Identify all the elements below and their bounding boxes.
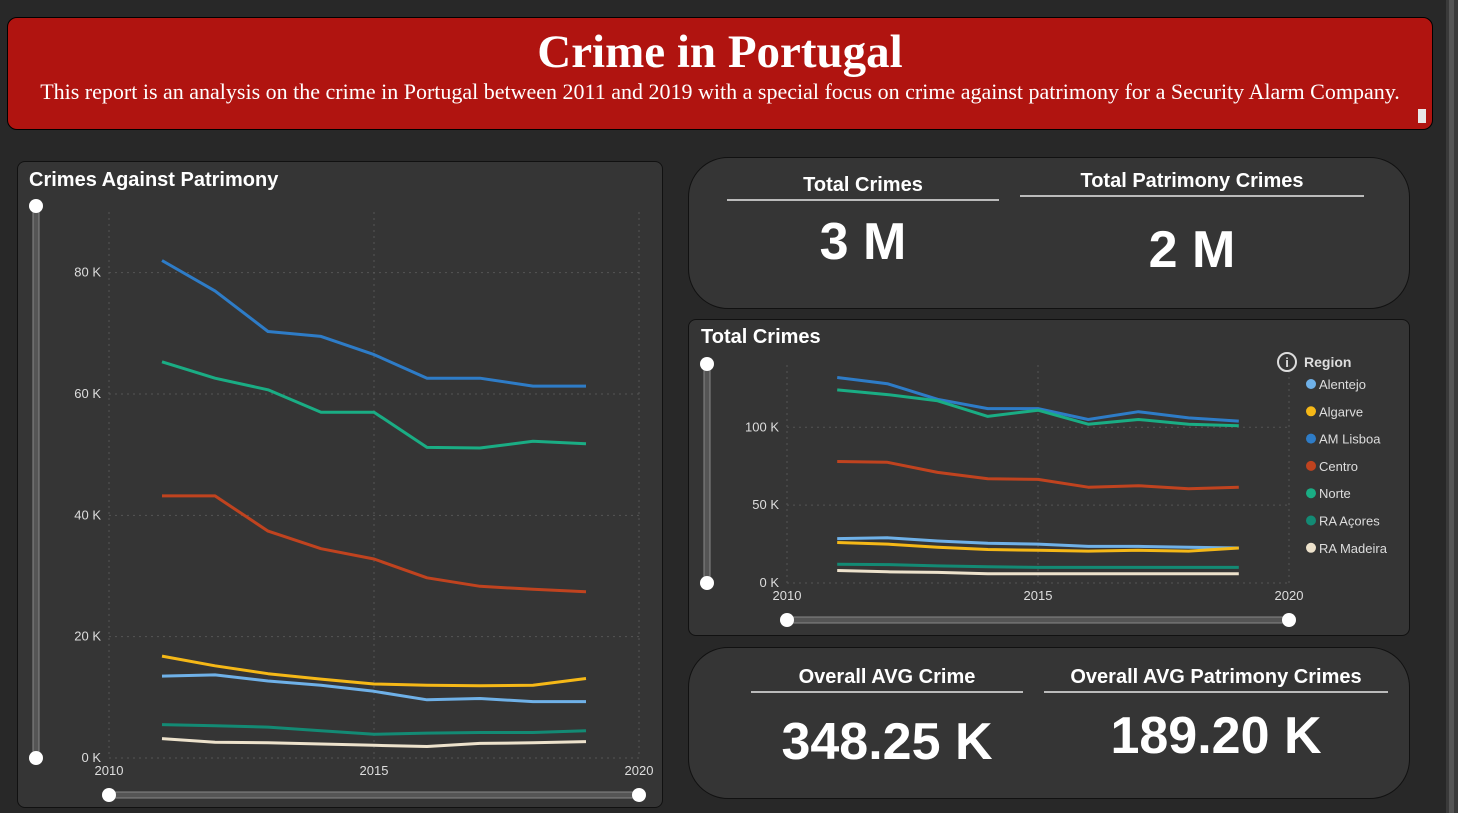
patrimony-line-chart: 0 K 20 K 40 K 60 K 80 K 2010 2015 2020 (29, 199, 654, 802)
y-range-slider-handle-bottom[interactable] (29, 751, 43, 765)
info-circle-icon-glyph: i (1285, 355, 1289, 370)
header-banner: Crime in Portugal This report is an anal… (7, 17, 1433, 130)
page-subtitle: This report is an analysis on the crime … (40, 79, 1400, 104)
y-range-slider-handle-top[interactable] (29, 199, 43, 213)
legend-marker-am-lisboa[interactable] (1306, 433, 1316, 444)
x-tick-label: 2015 (1024, 588, 1053, 603)
legend-marker-norte[interactable] (1306, 488, 1316, 499)
series-line-algarve (837, 541, 1239, 553)
legend-marker-ra-madeira[interactable] (1306, 542, 1316, 553)
overall-avg-patrimony-value: 189.20 K (1110, 707, 1322, 765)
patrimony-chart-title: Crimes Against Patrimony (29, 169, 279, 191)
y-tick-label: 50 K (752, 497, 779, 512)
legend-marker-centro[interactable] (1306, 460, 1316, 471)
series-line-am-lisboa (837, 376, 1239, 423)
x-tick-label: 2020 (625, 763, 654, 778)
x-tick-label: 2010 (95, 763, 124, 778)
page-title: Crime in Portugal (537, 26, 903, 78)
legend-item-ra-acores[interactable]: RA Açores (1319, 514, 1380, 529)
legend-item-algarve[interactable]: Algarve (1319, 404, 1363, 419)
series-line-norte (837, 388, 1239, 428)
y-range-slider-track[interactable] (703, 363, 711, 584)
series-line-ra-madeira (161, 737, 587, 748)
averages-kpi-panel: Overall AVG Crime 348.25 K Overall AVG P… (688, 647, 1410, 799)
legend-item-centro[interactable]: Centro (1319, 459, 1358, 474)
legend-marker-ra-acores[interactable] (1306, 515, 1316, 526)
series-line-centro (162, 494, 587, 594)
legend-marker-alentejo[interactable] (1306, 379, 1316, 389)
series-line-alentejo (837, 536, 1239, 550)
page-scrollbar[interactable] (1446, 0, 1458, 813)
total-patrimony-crimes-label: Total Patrimony Crimes (1020, 170, 1364, 197)
y-tick-label: 80 K (74, 265, 101, 280)
y-range-slider-handle-bottom[interactable] (700, 576, 714, 590)
banner-scroll-indicator[interactable] (1418, 109, 1426, 123)
x-range-slider-handle-right[interactable] (632, 788, 646, 802)
total-crimes-line-chart: 0 K 50 K 100 K 2010 2015 2020 i Region Alentejo A… (700, 352, 1388, 627)
x-range-slider-track[interactable] (786, 616, 1290, 624)
legend-item-norte[interactable]: Norte (1319, 486, 1351, 501)
total-crimes-value: 3 M (819, 213, 907, 271)
y-tick-label: 20 K (74, 629, 101, 644)
overall-avg-crime-label: Overall AVG Crime (751, 666, 1023, 693)
series-line-norte (161, 360, 587, 450)
x-tick-label: 2010 (773, 588, 802, 603)
page-scrollbar-thumb[interactable] (1449, 0, 1454, 813)
x-tick-label: 2020 (1275, 588, 1304, 603)
y-range-slider-handle-top[interactable] (700, 357, 714, 371)
series-line-centro (837, 460, 1239, 491)
x-range-slider-track[interactable] (108, 791, 640, 799)
series-line-alentejo (161, 673, 586, 704)
info-circle-icon[interactable] (1277, 352, 1297, 372)
legend-item-alentejo[interactable]: Alentejo (1319, 377, 1366, 392)
y-tick-label: 0 K (759, 575, 779, 590)
patrimony-chart-panel: Crimes Against Patrimony 0 K 20 K 40 K 60 K… (17, 161, 663, 808)
overall-avg-patrimony-label: Overall AVG Patrimony Crimes (1044, 666, 1388, 693)
x-tick-label: 2015 (360, 763, 389, 778)
legend-title: Region (1304, 354, 1351, 370)
total-patrimony-crimes-value: 2 M (1148, 221, 1236, 279)
x-range-slider-handle-left[interactable] (780, 613, 794, 627)
x-range-slider-handle-left[interactable] (102, 788, 116, 802)
series-line-ra-acores (837, 562, 1239, 569)
y-tick-label: 40 K (74, 507, 101, 522)
legend-item-am-lisboa[interactable]: AM Lisboa (1319, 432, 1381, 447)
totals-kpi-panel: Total Crimes 3 M Total Patrimony Crimes … (688, 157, 1410, 309)
y-tick-label: 0 K (81, 750, 101, 765)
y-tick-label: 100 K (745, 419, 779, 434)
total-crimes-chart-title: Total Crimes (701, 326, 821, 348)
y-range-slider-track[interactable] (32, 205, 40, 759)
legend-item-ra-madeira[interactable]: RA Madeira (1319, 541, 1388, 556)
y-tick-label: 60 K (74, 386, 101, 401)
total-crimes-chart-panel: Total Crimes 0 K 50 K 100 K 2010 2015 2020 i Re… (688, 319, 1410, 636)
series-line-ra-madeira (837, 569, 1239, 576)
series-line-ra-acores (161, 723, 587, 736)
series-line-am-lisboa (161, 259, 586, 388)
total-crimes-label: Total Crimes (727, 174, 999, 201)
overall-avg-crime-value: 348.25 K (781, 713, 993, 771)
series-line-algarve (161, 654, 587, 688)
legend-marker-algarve[interactable] (1306, 406, 1316, 417)
x-range-slider-handle-right[interactable] (1282, 613, 1296, 627)
